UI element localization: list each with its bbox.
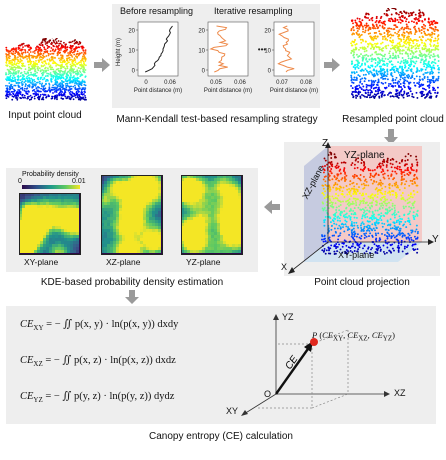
colorbar	[22, 185, 80, 189]
svg-text:0.05: 0.05	[210, 80, 222, 86]
axis-z-label: Z	[322, 138, 329, 149]
svg-text:0.08: 0.08	[300, 80, 312, 86]
arrow-right-icon	[324, 58, 340, 72]
svg-text:10: 10	[198, 49, 205, 55]
svg-text:10: 10	[128, 49, 135, 55]
svg-text:20: 20	[198, 29, 205, 35]
ce-caption: Canopy entropy (CE) calculation	[149, 431, 293, 442]
axis-y-label: Y	[432, 234, 439, 245]
arrow-right-icon	[94, 58, 110, 72]
svg-text:20: 20	[264, 29, 271, 35]
mini-plot: 20 10 0 0 0.06 Point distance (m)	[128, 21, 182, 94]
svg-text:0.06: 0.06	[164, 80, 176, 86]
equation-ce-xz: CEXZ = − ∬ p(x, z) · ln(p(x, z)) dxdz	[20, 354, 176, 368]
ce-vector-diagram: CE	[241, 314, 390, 416]
arrow-down-icon	[125, 290, 139, 304]
iterative-resampling-label: Iterative resampling	[214, 6, 293, 16]
svg-text:0: 0	[202, 69, 206, 75]
resampling-plots: 20 10 0 0 0.06 Point distance (m) 20 10 0 0.05 0.0…	[116, 21, 318, 94]
yz-plane-label: YZ-plane	[344, 150, 385, 161]
axis-yz-label: YZ	[282, 312, 294, 322]
resampled-point-cloud	[350, 8, 440, 99]
eq3-rhs: = − ∬ p(y, z) · ln(p(y, z)) dydz	[45, 391, 175, 402]
eq2-lhs: CE	[20, 355, 34, 366]
arrow-down-icon	[384, 129, 398, 145]
arrow-left-icon	[264, 200, 280, 214]
svg-text:0: 0	[268, 69, 272, 75]
before-resampling-label: Before resampling	[120, 6, 194, 16]
equation-ce-xy: CEXY = − ∬ p(x, y) · ln(p(x, y)) dxdy	[20, 318, 178, 332]
svg-text:0.06: 0.06	[234, 80, 246, 86]
input-point-cloud	[5, 38, 87, 101]
svg-text:Point distance (m): Point distance (m)	[270, 88, 318, 94]
kde-map-xz	[101, 175, 163, 255]
kde-caption: KDE-based probability density estimation	[40, 277, 224, 288]
eq1-lhs: CE	[20, 319, 34, 330]
point-p-label: P (CEXY, CEXZ, CEYZ)	[312, 330, 395, 343]
mini-plot: 20 10 0 0.07 0.08 Point distance (m)	[264, 21, 318, 94]
ce-vector-label: CE	[283, 354, 300, 372]
kde-label-xz: XZ-plane	[106, 257, 141, 267]
legend-title: Probability density	[22, 171, 79, 178]
svg-text:0.07: 0.07	[276, 80, 288, 86]
axis-xy-label: XY	[226, 406, 239, 416]
svg-text:20: 20	[128, 29, 135, 35]
ce-panel	[6, 306, 436, 424]
eq2-rhs: = − ∬ p(x, z) · ln(p(x, z)) dxdz	[45, 355, 176, 366]
projection-caption: Point cloud projection	[314, 277, 410, 288]
svg-text:0: 0	[144, 80, 148, 86]
eq2-sub: XZ	[33, 360, 43, 369]
origin-label: O	[264, 389, 272, 399]
ellipsis: •••	[258, 45, 267, 54]
eq3-sub: YZ	[33, 396, 43, 405]
kde-map-yz	[181, 175, 243, 255]
eq1-rhs: = − ∬ p(x, y) · ln(p(x, y)) dxdy	[46, 319, 179, 330]
axis-x-label: X	[281, 262, 288, 272]
xy-plane-label: XY-plane	[338, 250, 375, 260]
mini-plot: 20 10 0 0.05 0.06 Point distance (m)	[198, 21, 252, 94]
svg-text:0: 0	[132, 69, 136, 75]
kde-label-yz: YZ-plane	[186, 257, 221, 267]
kde-label-xy: XY-plane	[24, 257, 59, 267]
legend-max: 0.01	[72, 178, 86, 185]
axis-xz-label: XZ	[394, 388, 406, 398]
svg-text:Point distance (m): Point distance (m)	[204, 88, 252, 94]
svg-text:Point distance (m): Point distance (m)	[134, 88, 182, 94]
svg-text:10: 10	[264, 49, 271, 55]
projection-diagram	[288, 142, 434, 274]
kde-map-xy	[19, 193, 81, 255]
eq3-lhs: CE	[20, 391, 34, 402]
equation-ce-yz: CEYZ = − ∬ p(y, z) · ln(p(y, z)) dydz	[20, 390, 174, 404]
eq1-sub: XY	[33, 324, 44, 333]
resampled-point-cloud-caption: Resampled point cloud	[342, 114, 444, 125]
resampling-caption: Mann-Kendall test-based resampling strat…	[116, 114, 318, 125]
legend-min: 0	[18, 178, 22, 185]
svg-text:Height (m): Height (m)	[116, 38, 122, 66]
input-point-cloud-caption: Input point cloud	[8, 110, 82, 121]
